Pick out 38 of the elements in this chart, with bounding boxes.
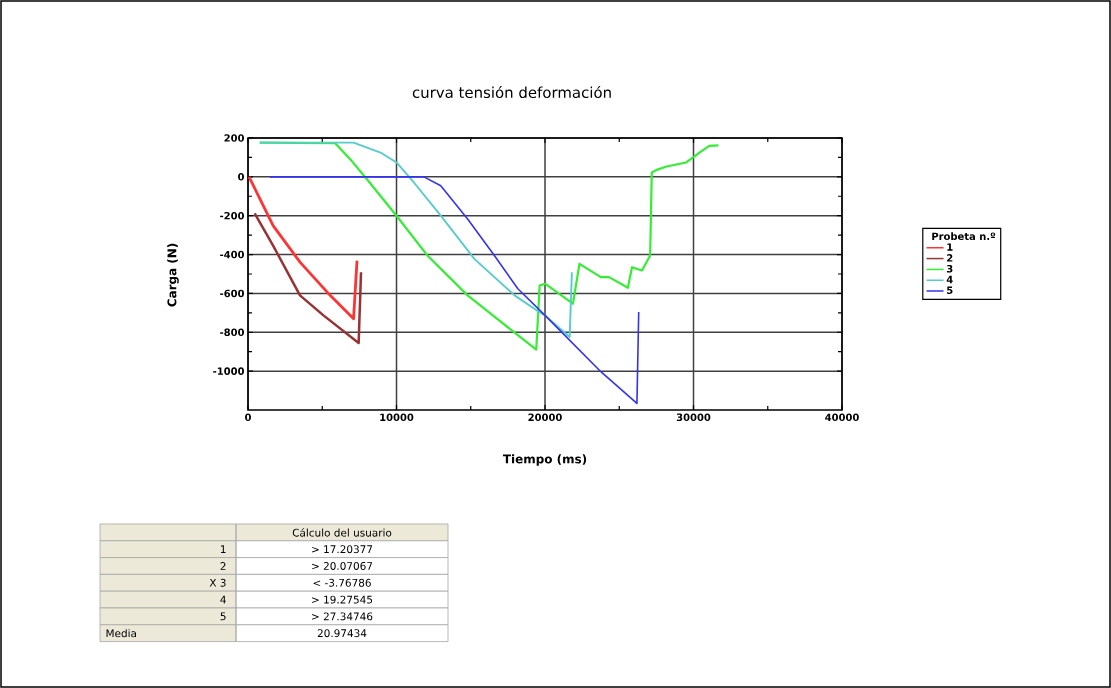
y-tick-label: -600 <box>220 289 245 298</box>
legend-label: 4 <box>946 275 953 284</box>
text: X 3 <box>209 578 226 587</box>
y-axis-title: Carga (N) <box>167 243 179 307</box>
y-tick-label: -1000 <box>213 367 245 375</box>
text: > 19.27545 <box>312 595 373 604</box>
text: Cálculo del usuario <box>292 528 392 537</box>
y-tick-label: -400 <box>220 250 245 259</box>
line-series <box>253 212 363 345</box>
x-tick-label: 20000 <box>528 413 562 422</box>
x-tick-label: 30000 <box>676 413 711 422</box>
legend-label: 2 <box>947 254 953 262</box>
text: 2 <box>220 562 226 570</box>
text: 20.97434 <box>317 629 367 638</box>
line-series <box>247 175 359 321</box>
legend-title: Probeta n.º <box>932 232 996 241</box>
legend-label: 1 <box>947 243 953 251</box>
legend-label: 5 <box>947 286 953 295</box>
x-tick-label: 40000 <box>825 413 859 422</box>
y-tick-label: -800 <box>220 328 245 337</box>
x-tick-label: 10000 <box>380 413 414 422</box>
text: > 27.34746 <box>312 612 373 621</box>
text: < -3.76786 <box>313 578 371 587</box>
chart-title: curva tensión deformación <box>412 85 611 99</box>
text: 5 <box>220 612 226 621</box>
text: > 20.07067 <box>312 562 373 570</box>
x-axis-title: Tiempo (ms) <box>502 454 587 466</box>
text: > 17.20377 <box>312 545 373 554</box>
y-tick-label: 200 <box>224 134 245 142</box>
y-tick-label: -200 <box>220 211 245 220</box>
line-series <box>269 176 640 405</box>
y-tick-label: 0 <box>238 173 245 181</box>
x-tick-label: 0 <box>245 413 251 422</box>
legend-label: 3 <box>946 264 953 273</box>
text: 4 <box>220 595 226 604</box>
text: 1 <box>220 545 226 553</box>
line-series <box>258 141 573 338</box>
text: Media <box>106 629 136 638</box>
